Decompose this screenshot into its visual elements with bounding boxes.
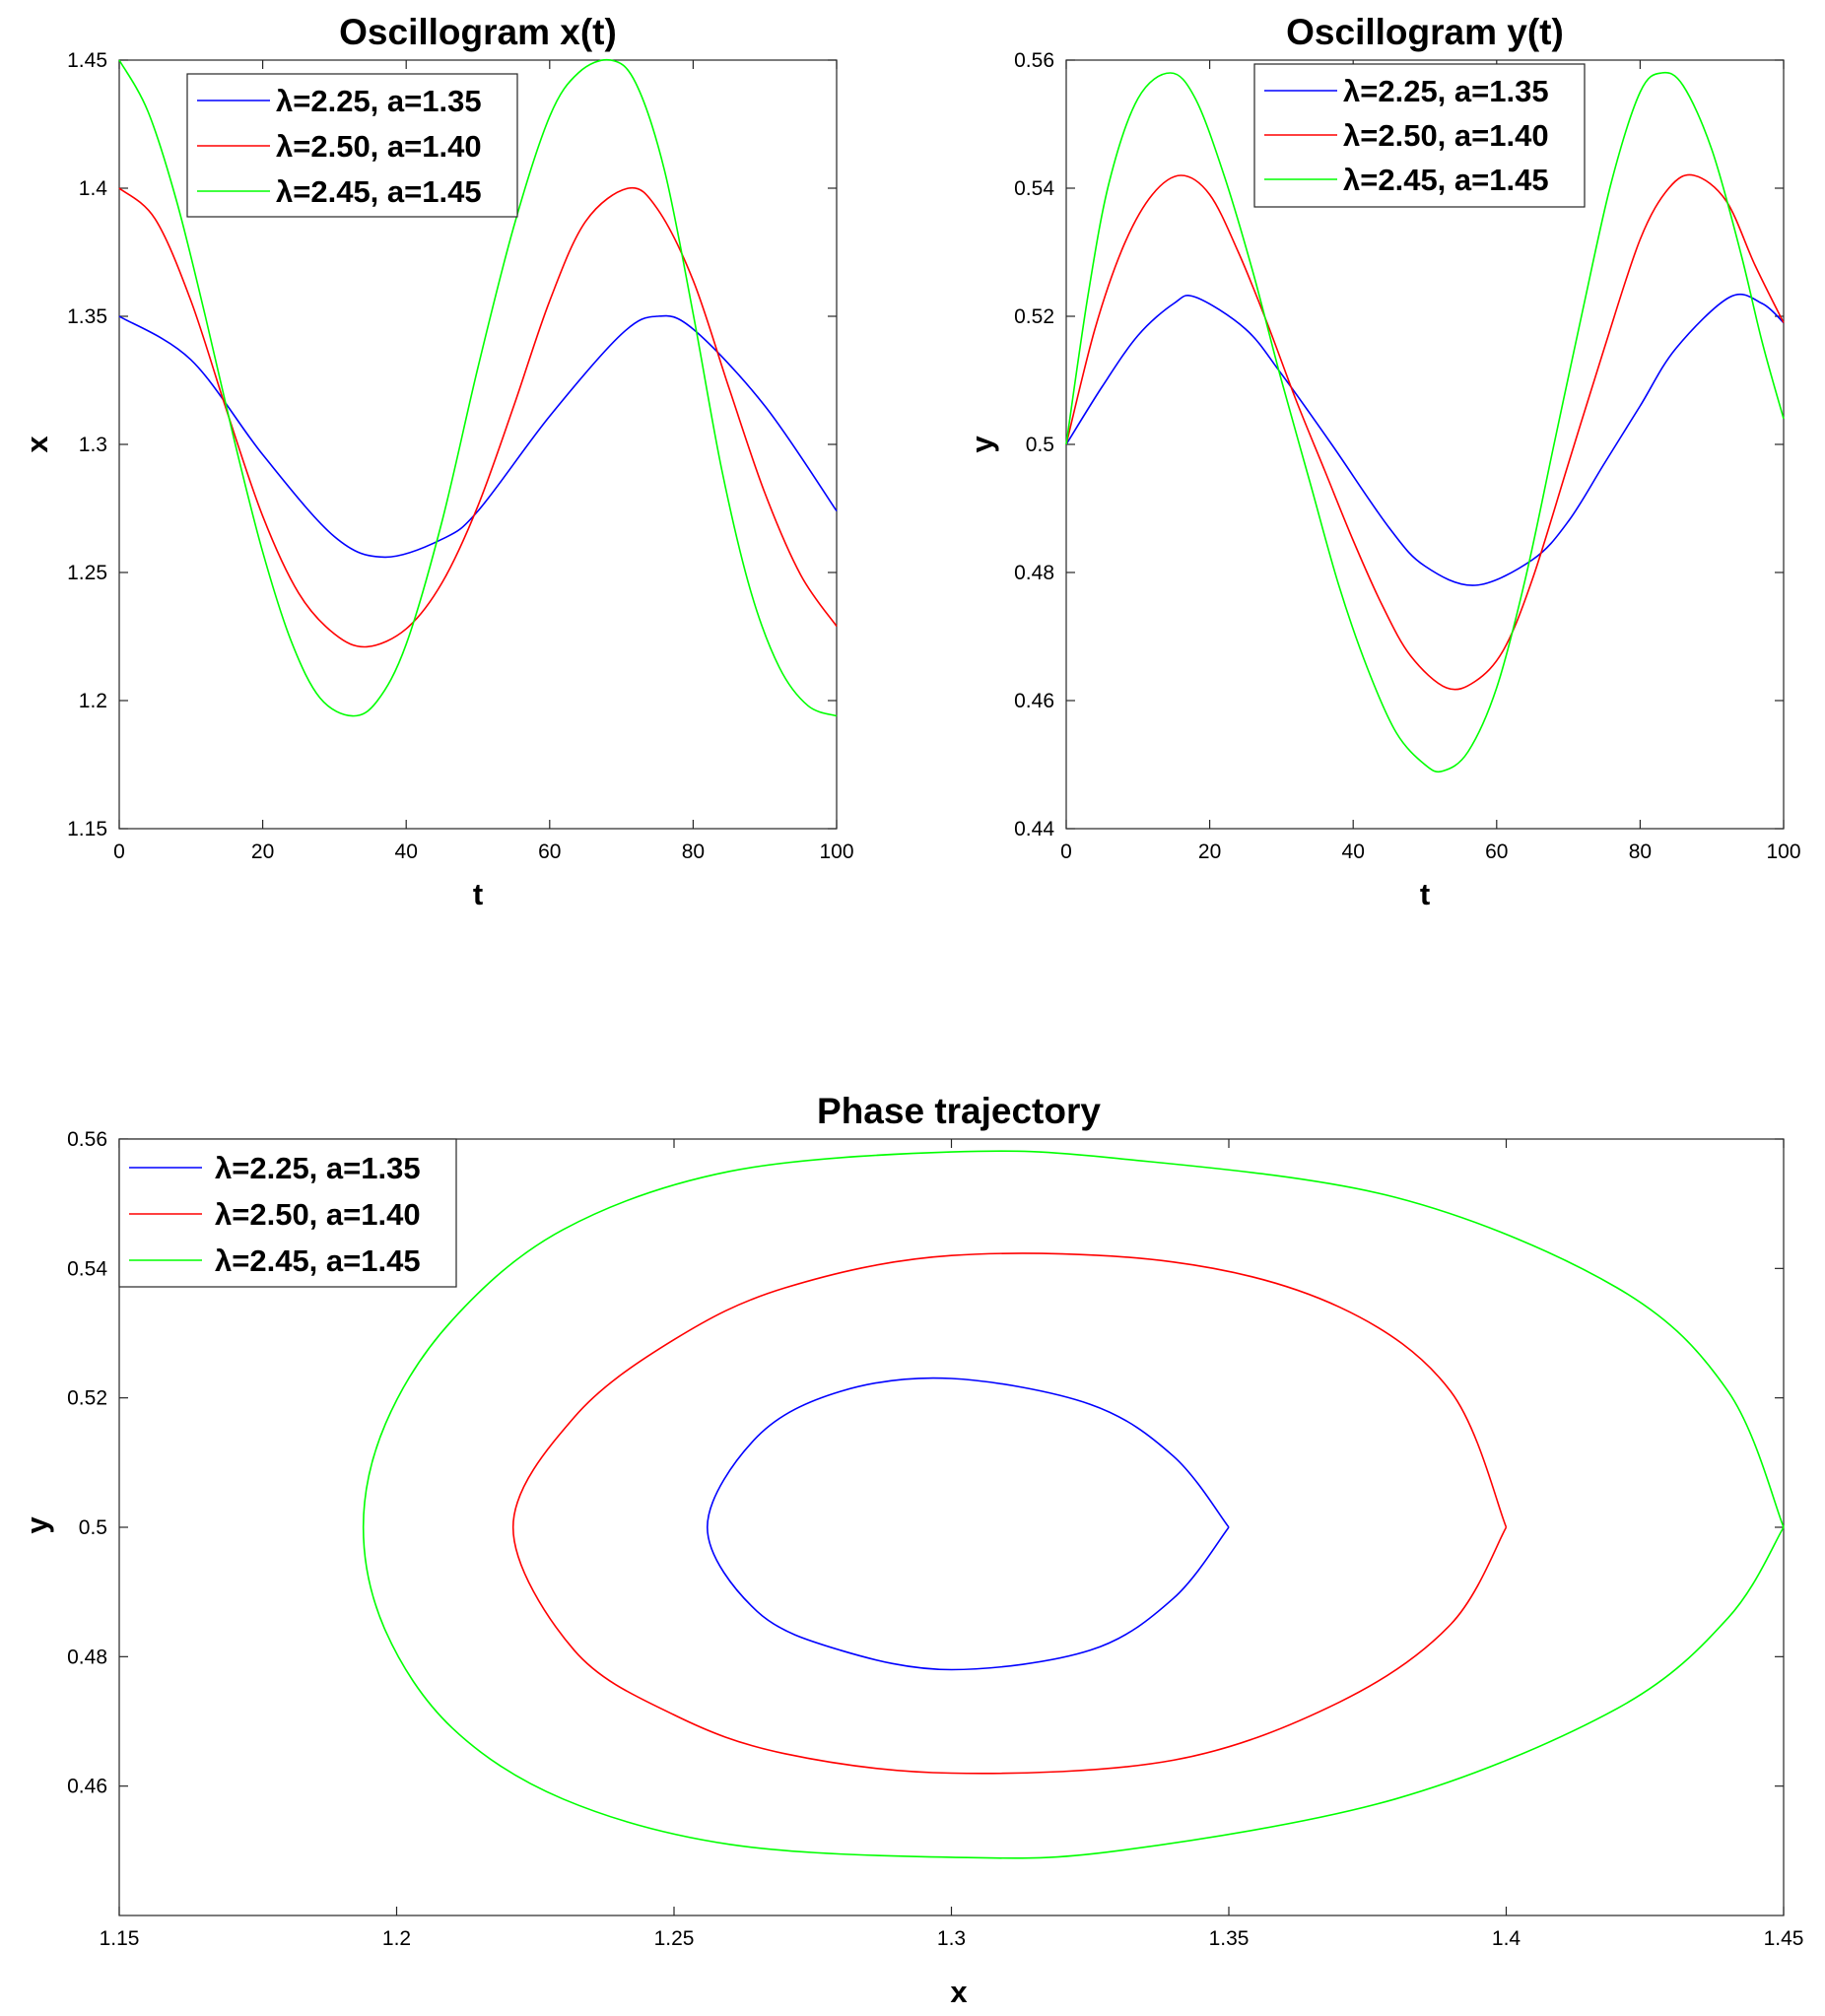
legend-entry-1: λ=2.25, a=1.35 [1343, 74, 1549, 108]
y-tick-label: 0.48 [67, 1646, 107, 1668]
legend-entry-3: λ=2.45, a=1.45 [276, 174, 482, 209]
x-tick-label: 20 [1198, 840, 1221, 863]
x-tick-label: 1.45 [1764, 1927, 1804, 1950]
oscillogram-y-panel: Oscillogram y(t) t y 0 20 40 60 80 100 0.44 0.4… [965, 12, 1801, 911]
y-tick-label: 0.52 [1014, 305, 1054, 328]
x-axis-label: x [950, 1975, 968, 2009]
x-tick-label: 1.35 [1209, 1927, 1250, 1950]
x-tick-label: 100 [819, 840, 853, 863]
y-tick-label: 0.46 [67, 1776, 107, 1798]
y-tick-label: 0.56 [1014, 49, 1054, 72]
x-tick-label: 40 [395, 840, 418, 863]
legend-entry-1: λ=2.25, a=1.35 [215, 1151, 421, 1185]
chart-title: Oscillogram y(t) [1286, 12, 1564, 52]
y-tick-label: 0.54 [67, 1257, 107, 1280]
y-axis-label: y [965, 436, 999, 453]
y-axis-label: y [20, 1516, 54, 1534]
legend-entry-2: λ=2.50, a=1.40 [215, 1197, 421, 1232]
legend: λ=2.25, a=1.35 λ=2.50, a=1.40 λ=2.45, a=… [118, 1138, 457, 1288]
series-line-2 [1065, 173, 1785, 691]
x-tick-label: 60 [538, 840, 561, 863]
x-tick-label: 1.3 [937, 1927, 966, 1950]
legend-entry-3: λ=2.45, a=1.45 [1343, 163, 1549, 197]
series-group [362, 1150, 1785, 1859]
x-tick-label: 1.15 [100, 1927, 140, 1950]
series-line-2 [511, 1252, 1508, 1775]
legend-entry-2: λ=2.50, a=1.40 [276, 129, 482, 164]
y-tick-label: 1.25 [67, 562, 107, 584]
y-tick-label: 0.48 [1014, 562, 1054, 584]
series-line-3 [1065, 71, 1785, 773]
legend: λ=2.25, a=1.35 λ=2.50, a=1.40 λ=2.45, a=… [186, 73, 518, 218]
series-line-2 [118, 186, 838, 648]
series-line-1 [706, 1377, 1230, 1671]
y-tick-label: 1.45 [67, 49, 107, 72]
series-line-3 [362, 1150, 1785, 1859]
legend-entry-3: λ=2.45, a=1.45 [215, 1243, 421, 1278]
x-tick-label: 1.2 [382, 1927, 411, 1950]
x-tick-label: 20 [251, 840, 274, 863]
legend-entry-2: λ=2.50, a=1.40 [1343, 118, 1549, 153]
y-axis-label: x [20, 436, 54, 453]
x-tick-label: 1.25 [654, 1927, 695, 1950]
series-line-1 [118, 314, 838, 559]
phase-trajectory-panel: Phase trajectory x y 1.15 1.2 1.25 1.3 1.35 1… [20, 1091, 1803, 2009]
y-tick-label: 1.15 [67, 818, 107, 840]
x-tick-label: 60 [1485, 840, 1508, 863]
y-tick-label: 1.35 [67, 305, 107, 328]
oscillogram-x-panel: Oscillogram x(t) t x 0 20 40 60 80 100 1.15 1.2… [20, 12, 854, 911]
x-tick-label: 40 [1342, 840, 1365, 863]
y-tick-label: 0.46 [1014, 690, 1054, 712]
x-tick-label: 80 [682, 840, 705, 863]
legend-box [118, 1138, 457, 1288]
y-tick-label: 0.5 [79, 1516, 107, 1539]
chart-title: Phase trajectory [817, 1091, 1101, 1131]
axis-ticks: 0 20 40 60 80 100 0.44 0.46 0.48 0.5 0.52 0.54 0.56 [1014, 49, 1800, 863]
x-axis-label: t [1420, 877, 1430, 911]
x-tick-label: 80 [1629, 840, 1652, 863]
series-line-3 [118, 58, 838, 717]
axis-ticks: 1.15 1.2 1.25 1.3 1.35 1.4 1.45 0.46 0.48 0.5 0.52… [67, 1128, 1803, 1950]
series-group [118, 58, 838, 717]
y-tick-label: 0.52 [67, 1387, 107, 1410]
x-tick-label: 0 [1060, 840, 1072, 863]
legend: λ=2.25, a=1.35 λ=2.50, a=1.40 λ=2.45, a=… [1253, 63, 1586, 208]
y-tick-label: 1.4 [79, 177, 108, 200]
chart-title: Oscillogram x(t) [339, 12, 617, 52]
y-tick-label: 0.54 [1014, 177, 1054, 200]
axis-ticks: 0 20 40 60 80 100 1.15 1.2 1.25 1.3 1.35 1.4 1.45 [67, 49, 853, 863]
series-group [1065, 71, 1785, 773]
x-tick-label: 100 [1766, 840, 1800, 863]
x-tick-label: 1.4 [1492, 1927, 1521, 1950]
y-tick-label: 0.5 [1026, 434, 1054, 456]
y-tick-label: 1.2 [79, 690, 107, 712]
y-tick-label: 0.44 [1014, 818, 1054, 840]
y-tick-label: 0.56 [67, 1128, 107, 1151]
y-tick-label: 1.3 [79, 434, 107, 456]
x-tick-label: 0 [113, 840, 125, 863]
series-line-1 [1065, 293, 1785, 586]
x-axis-label: t [473, 877, 483, 911]
legend-entry-1: λ=2.25, a=1.35 [276, 84, 482, 118]
